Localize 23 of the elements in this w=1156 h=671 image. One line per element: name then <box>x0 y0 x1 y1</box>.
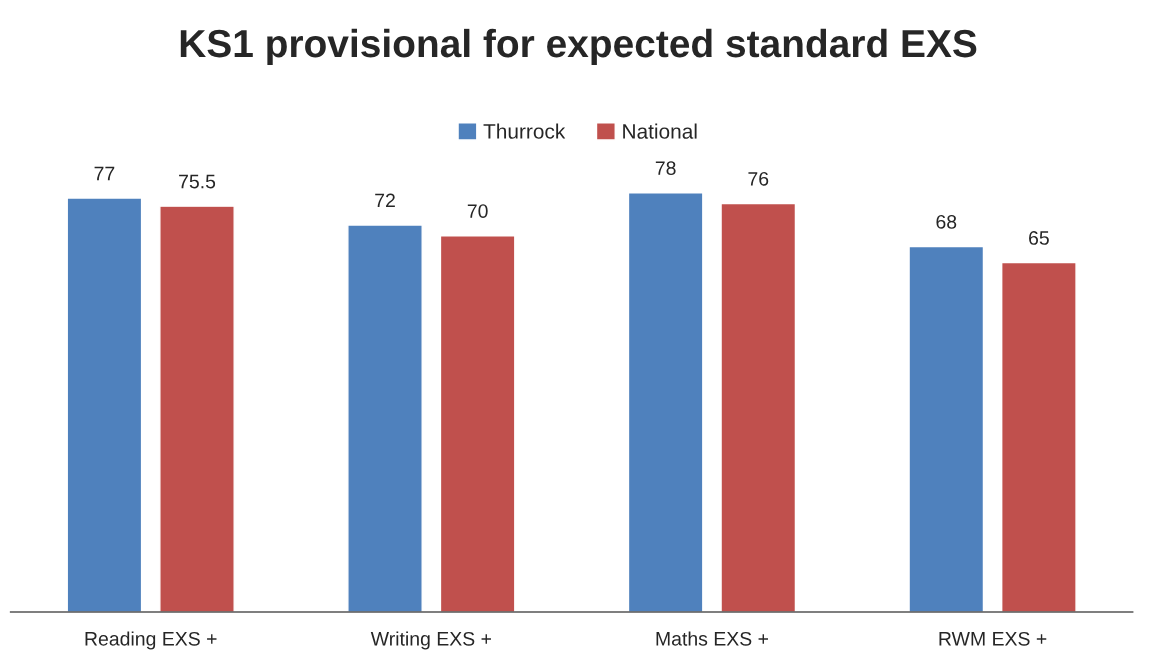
legend-label: National <box>623 123 697 139</box>
x-tick-label: Writing EXS + <box>370 631 491 650</box>
data-label: 75.5 <box>179 174 216 189</box>
legend-label: Thurrock <box>483 123 566 139</box>
bar <box>908 245 985 612</box>
bar <box>66 197 143 612</box>
bar <box>439 235 516 612</box>
x-tick-label: Maths EXS + <box>656 631 768 646</box>
data-label: 72 <box>375 193 395 208</box>
bar <box>347 224 423 612</box>
bar <box>159 205 235 612</box>
data-label: 65 <box>1029 231 1049 245</box>
x-tick-label: RWM EXS + <box>939 631 1047 646</box>
bar <box>720 202 797 612</box>
data-label: 77 <box>94 166 115 181</box>
data-label: 70 <box>467 204 488 218</box>
data-label: 76 <box>748 171 769 186</box>
chart-title: KS1 provisional for expected standard EXS <box>180 28 977 66</box>
bar <box>1000 261 1077 612</box>
data-label: 68 <box>936 214 957 229</box>
bar <box>627 192 704 612</box>
data-label: 78 <box>655 161 676 175</box>
x-tick-label: Reading EXS + <box>85 631 217 650</box>
